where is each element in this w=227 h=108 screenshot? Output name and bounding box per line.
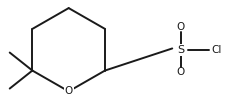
- Text: O: O: [176, 22, 184, 32]
- Text: S: S: [177, 45, 184, 55]
- Text: O: O: [176, 67, 184, 77]
- Text: Cl: Cl: [210, 45, 221, 55]
- Text: O: O: [64, 86, 72, 96]
